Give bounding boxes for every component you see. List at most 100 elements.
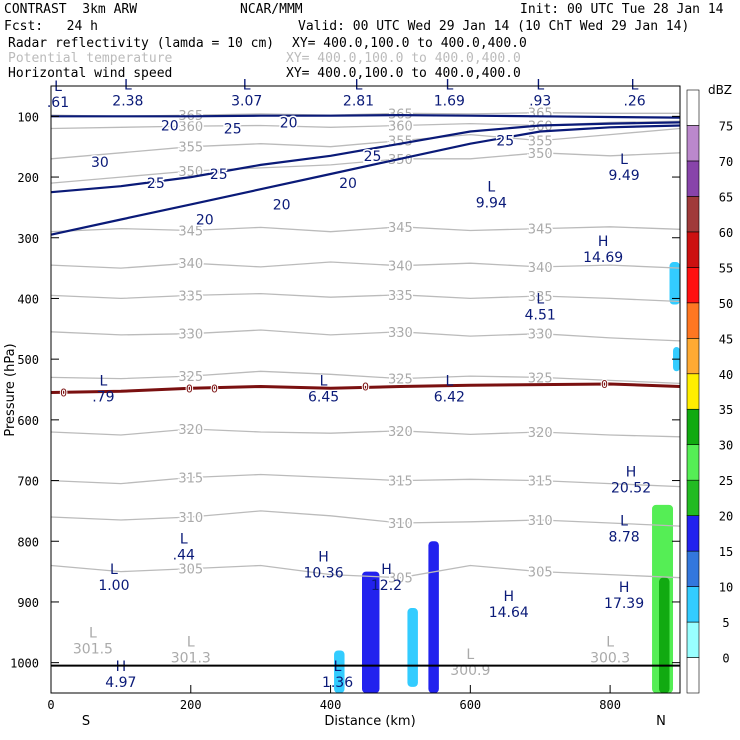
- theta-contour-label: 310: [388, 517, 413, 532]
- colorbar-label: 65: [719, 190, 733, 204]
- wind-contour: [50, 121, 681, 194]
- extremum-value: 12.2: [371, 578, 402, 594]
- theta-extremum-value: 300.3: [590, 651, 630, 667]
- theta-contour-label: 345: [178, 224, 203, 239]
- extremum-type: L: [334, 659, 342, 675]
- valid-time: Valid: 00 UTC Wed 29 Jan 14 (10 ChT Wed …: [298, 19, 690, 34]
- theta-extremum-value: 300.9: [450, 663, 490, 679]
- theta-contour-label: 345: [528, 223, 553, 238]
- y-tick-label: 1000: [10, 657, 39, 671]
- extremum-value: 6.45: [308, 390, 339, 406]
- y-tick-label: 600: [17, 414, 39, 428]
- theta-contour-label: 340: [528, 261, 553, 276]
- theta-contour-label: 330: [388, 326, 413, 341]
- extremum-value: 2.81: [343, 93, 374, 109]
- extremum-value: 14.69: [583, 250, 623, 266]
- reflectivity-cell: [659, 577, 670, 693]
- colorbar-label: 45: [719, 332, 733, 346]
- wind-contour-label: 20: [273, 197, 291, 213]
- extremum-value: 1.69: [434, 93, 465, 109]
- colorbar-swatch: [686, 444, 700, 481]
- extremum-type: L: [620, 513, 628, 529]
- wind-contour: [50, 124, 681, 236]
- colorbar-label: 55: [719, 261, 733, 275]
- theta-contour-label: 335: [178, 289, 203, 304]
- colorbar-swatch: [686, 657, 700, 694]
- colorbar-swatch: [686, 302, 700, 339]
- colorbar-label: 0: [722, 652, 729, 666]
- y-tick-label: 900: [17, 596, 39, 610]
- theta-contour-label: 330: [178, 328, 203, 343]
- extremum-value: .44: [173, 547, 195, 563]
- y-tick-label: 200: [17, 171, 39, 185]
- extremum-value: 1.36: [322, 675, 353, 691]
- zero-dbz-line: [50, 382, 681, 394]
- colorbar-swatch: [686, 231, 700, 268]
- x-tick-label: 200: [180, 698, 202, 712]
- colorbar-label: 15: [719, 545, 733, 559]
- field-name-reflectivity: Radar reflectivity (lamda = 10 cm): [8, 36, 275, 51]
- theta-contour-label: 325: [178, 370, 203, 385]
- reflectivity-cell: [407, 608, 418, 687]
- wind-contour-label: 25: [210, 167, 228, 183]
- theta-contour-label: 350: [528, 147, 553, 162]
- theta-contour: [50, 329, 681, 342]
- theta-contour: [50, 428, 681, 438]
- theta-contour-label: 320: [528, 426, 553, 441]
- theta-contour-label: 365: [528, 107, 553, 122]
- theta-contour-label: 360: [178, 120, 203, 135]
- colorbar-label: 5: [722, 616, 729, 630]
- zero-dbz-label: 0: [362, 380, 369, 393]
- y-tick-label: 700: [17, 475, 39, 489]
- theta-contour-label: 335: [528, 290, 553, 305]
- reflectivity-cell: [428, 541, 439, 693]
- extremum-value: .79: [92, 390, 114, 406]
- theta-contour-label: 305: [388, 572, 413, 587]
- colorbar-swatch: [686, 408, 700, 446]
- colorbar-label: 75: [719, 119, 733, 133]
- theta-contour-label: 335: [388, 289, 413, 304]
- extremum-value: 4.97: [105, 675, 136, 691]
- theta-contour: [50, 127, 681, 160]
- extremum-value: .26: [623, 93, 645, 109]
- extremum-value: 9.94: [476, 195, 507, 211]
- theta-contour-label: 325: [388, 373, 413, 388]
- theta-contour: [50, 292, 681, 303]
- wind-contour-label: 25: [147, 176, 165, 192]
- theta-contour: [50, 152, 681, 184]
- theta-extremum-type: L: [466, 647, 474, 663]
- forecast-hour: Fcst: 24 h: [4, 19, 98, 34]
- extremum-type: L: [445, 77, 453, 93]
- extremum-value: 20.52: [611, 481, 651, 497]
- colorbar-label: 35: [719, 403, 733, 417]
- extremum-type: L: [320, 374, 328, 390]
- reflectivity-cell: [669, 262, 680, 305]
- field-name-wind: Horizontal wind speed: [8, 66, 173, 81]
- theta-contour-label: 320: [388, 425, 413, 440]
- colorbar-unit: dBZ: [708, 83, 732, 97]
- theta-contour-label: 305: [528, 566, 553, 581]
- x-tick-label: 600: [459, 698, 481, 712]
- y-axis-title: Pressure (hPa): [3, 343, 18, 436]
- field-xy-theta: XY= 400.0,100.0 to 400.0,400.0: [286, 51, 521, 66]
- colorbar-swatch: [686, 515, 700, 552]
- colorbar-swatch: [686, 89, 700, 126]
- extremum-type: L: [54, 79, 62, 95]
- y-tick-label: 300: [17, 232, 39, 246]
- extremum-type: L: [445, 374, 453, 390]
- wind-contour: [51, 113, 681, 119]
- theta-contour: [50, 261, 681, 269]
- theta-contour-label: 315: [528, 475, 553, 490]
- colorbar-swatch: [686, 586, 700, 623]
- theta-contour-label: 315: [388, 475, 413, 490]
- reflectivity-cell: [334, 650, 345, 693]
- extremum-type: H: [598, 234, 609, 250]
- extremum-type: L: [355, 77, 363, 93]
- zero-dbz-label: 0: [186, 382, 193, 395]
- extremum-type: L: [243, 77, 251, 93]
- wind-contour-label: 25: [224, 121, 242, 137]
- extremum-value: 9.49: [609, 168, 640, 184]
- wind-contour-label: 20: [196, 213, 214, 229]
